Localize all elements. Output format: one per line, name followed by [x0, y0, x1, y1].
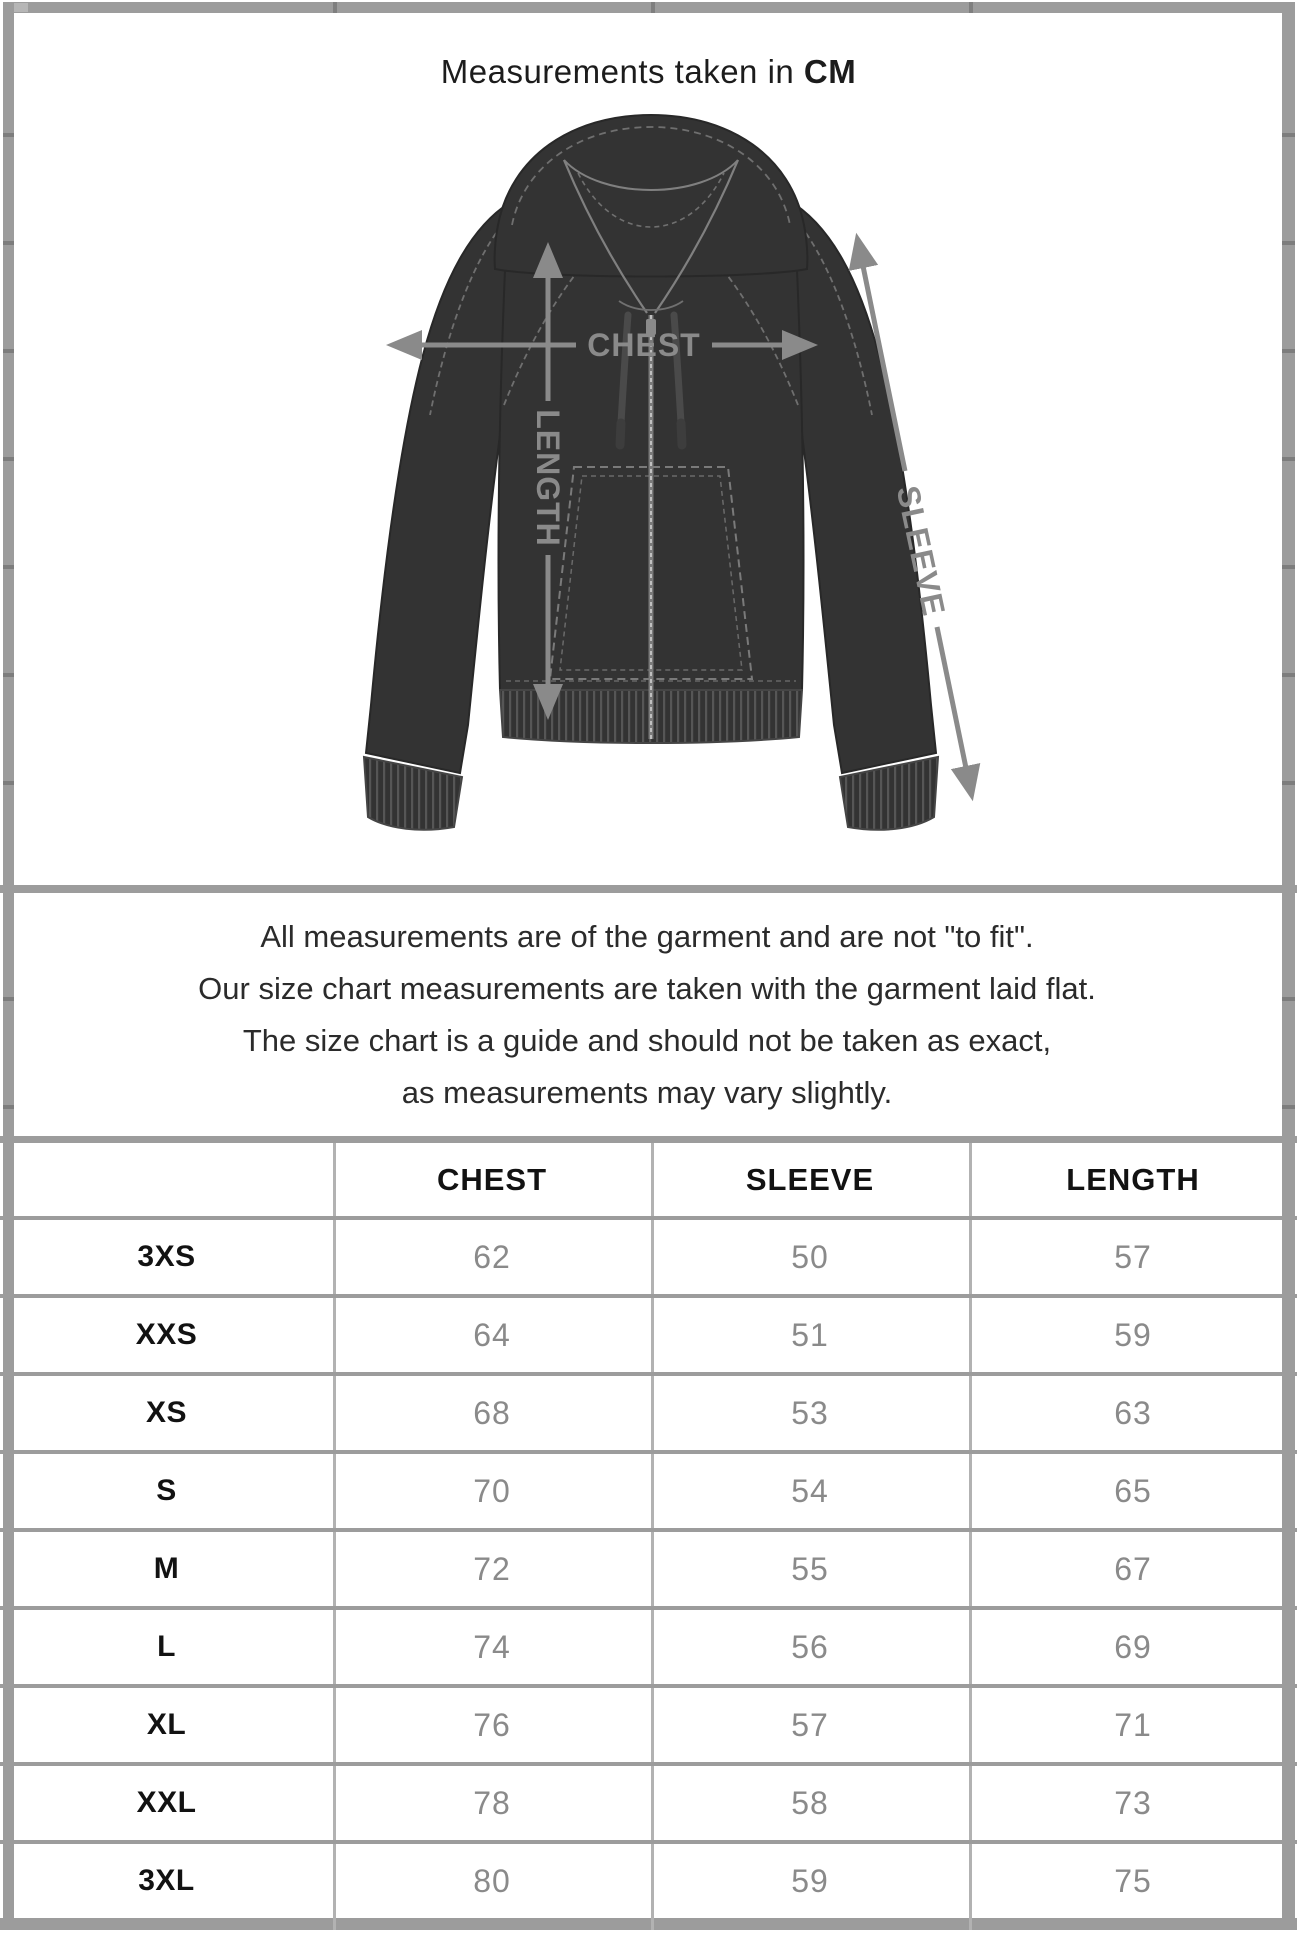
length-value-cell: 65	[1114, 1472, 1152, 1509]
sleeve-value-cell: 50	[791, 1238, 829, 1275]
grid-corner-cell	[4, 3, 28, 12]
sleeve-value-cell: 58	[791, 1784, 829, 1821]
sleeve-value-cell: 51	[791, 1316, 829, 1353]
length-arrow: LENGTH	[530, 242, 566, 720]
size-cell: XXS	[135, 1318, 198, 1351]
chest-value-cell: 76	[473, 1706, 511, 1743]
size-cell: M	[153, 1552, 180, 1585]
table-row: XS 68 53 63	[0, 1372, 1297, 1450]
section-divider	[0, 1136, 1297, 1143]
grid-tick	[969, 2, 973, 13]
sleeve-value-cell: 57	[791, 1706, 829, 1743]
title-text: Measurements taken in	[440, 53, 804, 90]
chest-value-cell: 80	[473, 1862, 511, 1899]
grid-tick	[333, 2, 337, 13]
header-length-cell: LENGTH	[1066, 1161, 1200, 1197]
sleeve-value-cell: 53	[791, 1394, 829, 1431]
chest-value-cell: 70	[473, 1472, 511, 1509]
table-header-row: CHEST SLEEVE LENGTH	[0, 1143, 1297, 1216]
size-cell: 3XL	[138, 1864, 195, 1897]
sleeve-value-cell: 56	[791, 1628, 829, 1665]
grid-frame-left	[3, 2, 14, 1930]
grid-frame-top	[3, 2, 1295, 13]
grid-tick	[651, 2, 655, 13]
cuff-right	[838, 755, 940, 831]
size-cell: XXL	[136, 1786, 197, 1819]
disclaimer: All measurements are of the garment and …	[16, 893, 1278, 1136]
size-cell: L	[157, 1630, 176, 1663]
chest-value-cell: 62	[473, 1238, 511, 1275]
table-row: 3XL 80 59 75	[0, 1840, 1297, 1918]
column-separator	[333, 1143, 336, 1930]
header-chest-cell: CHEST	[436, 1161, 548, 1197]
length-value-cell: 73	[1114, 1784, 1152, 1821]
column-separator	[651, 1143, 654, 1930]
grid-frame-bottom	[0, 1918, 1297, 1930]
size-cell: 3XS	[137, 1240, 196, 1273]
sleeve-value-cell: 54	[791, 1472, 829, 1509]
kangaroo-pocket	[548, 466, 754, 680]
section-divider	[0, 885, 1297, 893]
size-cell: XL	[146, 1708, 187, 1741]
length-value-cell: 67	[1114, 1550, 1152, 1587]
length-value-cell: 75	[1114, 1862, 1152, 1899]
sleeve-value-cell: 59	[791, 1862, 829, 1899]
chest-value-cell: 68	[473, 1394, 511, 1431]
hoodie-illustration: CHEST LENGTH SLEEVE	[362, 113, 981, 831]
table-row: XL 76 57 71	[0, 1684, 1297, 1762]
diagram-panel: Measurements taken in CM	[16, 15, 1281, 885]
length-value-cell: 63	[1114, 1394, 1152, 1431]
chest-value-cell: 78	[473, 1784, 511, 1821]
table-row: S 70 54 65	[0, 1450, 1297, 1528]
length-value-cell: 71	[1114, 1706, 1152, 1743]
disclaimer-line: Our size chart measurements are taken wi…	[198, 970, 1096, 1006]
length-value-cell: 69	[1114, 1628, 1152, 1665]
chest-measure-label: CHEST	[587, 327, 700, 363]
size-cell: XS	[145, 1396, 188, 1429]
sleeve-value-cell: 55	[791, 1550, 829, 1587]
column-separator	[969, 1143, 972, 1930]
size-cell: S	[156, 1474, 177, 1507]
table-row: M 72 55 67	[0, 1528, 1297, 1606]
chest-value-cell: 74	[473, 1628, 511, 1665]
table-row: L 74 56 69	[0, 1606, 1297, 1684]
cuff-left	[362, 755, 464, 831]
disclaimer-line: All measurements are of the garment and …	[260, 918, 1034, 954]
chest-value-cell: 72	[473, 1550, 511, 1587]
table-row: 3XS 62 50 57	[0, 1216, 1297, 1294]
header-sleeve-cell: SLEEVE	[745, 1161, 875, 1197]
hoodie-hood	[493, 113, 809, 314]
length-value-cell: 57	[1114, 1238, 1152, 1275]
page-title: Measurements taken in CM	[16, 53, 1281, 91]
header-size-cell	[0, 1143, 333, 1216]
drawstrings	[615, 311, 687, 450]
table-row: XXL 78 58 73	[0, 1762, 1297, 1840]
unit-text: CM	[803, 53, 857, 90]
grid-frame-right	[1282, 2, 1295, 1930]
table-body: 3XS 62 50 57 XXS 64 51 59 XS 68 53 63 S	[0, 1216, 1297, 1918]
length-value-cell: 59	[1114, 1316, 1152, 1353]
zipper	[646, 315, 656, 739]
table-row: XXS 64 51 59	[0, 1294, 1297, 1372]
disclaimer-line: as measurements may vary slightly.	[401, 1074, 893, 1110]
chest-value-cell: 64	[473, 1316, 511, 1353]
length-measure-label: LENGTH	[530, 409, 566, 547]
size-table: CHEST SLEEVE LENGTH 3XS 62 50 57 XXS 64 …	[0, 1143, 1297, 1930]
disclaimer-line: The size chart is a guide and should not…	[242, 1022, 1052, 1058]
